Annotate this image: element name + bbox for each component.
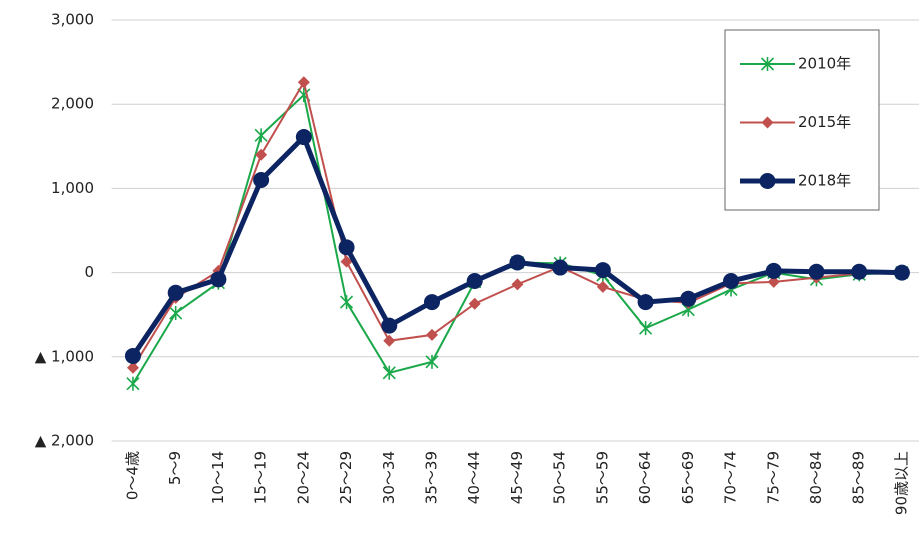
point [893, 264, 910, 281]
point [851, 263, 868, 280]
point [338, 239, 355, 256]
x-tick-label: 65～69 [679, 451, 697, 504]
x-tick-label: 85～89 [850, 451, 868, 504]
point [383, 334, 396, 347]
x-tick-label: 30～34 [380, 451, 398, 504]
legend-marker [760, 57, 775, 71]
x-tick-label: 40～44 [465, 451, 483, 504]
x-tick-label: 90歳以上 [892, 451, 910, 515]
point [167, 284, 184, 301]
legend-marker [761, 116, 774, 129]
x-tick-label: 70～74 [722, 451, 740, 504]
legend-label: 2015年 [798, 113, 851, 131]
point [169, 306, 183, 321]
point [381, 317, 398, 334]
point [426, 328, 438, 341]
point [255, 148, 268, 161]
point [295, 129, 312, 146]
legend-label: 2010年 [798, 55, 851, 73]
point [596, 280, 609, 293]
x-tick-label: 35～39 [423, 451, 441, 504]
y-tick-label: ▲ 1,000 [35, 347, 94, 365]
point [126, 376, 140, 391]
y-tick-label: 2,000 [51, 95, 94, 113]
point [723, 273, 740, 290]
y-tick-label: 0 [84, 263, 94, 281]
x-tick-label: 75～79 [764, 451, 782, 504]
point [254, 128, 268, 143]
x-tick-label: 10～14 [209, 451, 227, 504]
series [124, 129, 910, 364]
point [466, 273, 483, 290]
point [509, 254, 526, 271]
point [424, 294, 440, 311]
x-tick-label: 55～59 [593, 451, 611, 504]
x-tick-label: 15～19 [252, 451, 270, 504]
point [594, 262, 611, 279]
x-tick-label: 5～9 [166, 451, 184, 485]
point [639, 321, 653, 336]
point [552, 259, 569, 276]
legend: 2010年 2015年 2018年 [724, 29, 880, 211]
point [425, 354, 439, 369]
point [765, 262, 782, 279]
x-tick-label: 45～49 [508, 451, 526, 504]
legend-label: 2018年 [798, 172, 851, 190]
x-tick-label: 0～4歳 [123, 451, 141, 500]
x-tick-label: 60～64 [636, 451, 654, 504]
point [340, 255, 353, 268]
point [210, 271, 227, 288]
point [297, 76, 310, 89]
y-tick-label: 1,000 [51, 179, 94, 197]
point [767, 275, 780, 288]
point [126, 361, 139, 374]
point [808, 263, 825, 280]
x-tick-label: 20～24 [294, 451, 312, 504]
x-tick-label: 50～54 [551, 451, 569, 504]
point [382, 365, 396, 380]
point [511, 278, 524, 291]
point [637, 294, 654, 311]
point [253, 171, 270, 188]
point [680, 290, 697, 307]
legend-marker [759, 173, 776, 189]
point [468, 297, 481, 310]
point [339, 295, 354, 310]
x-tick-label: 25～29 [337, 451, 355, 504]
y-tick-label: 3,000 [51, 11, 94, 29]
x-tick-label: 80～84 [807, 451, 825, 504]
point [124, 347, 141, 364]
y-tick-label: ▲ 2,000 [35, 432, 94, 450]
